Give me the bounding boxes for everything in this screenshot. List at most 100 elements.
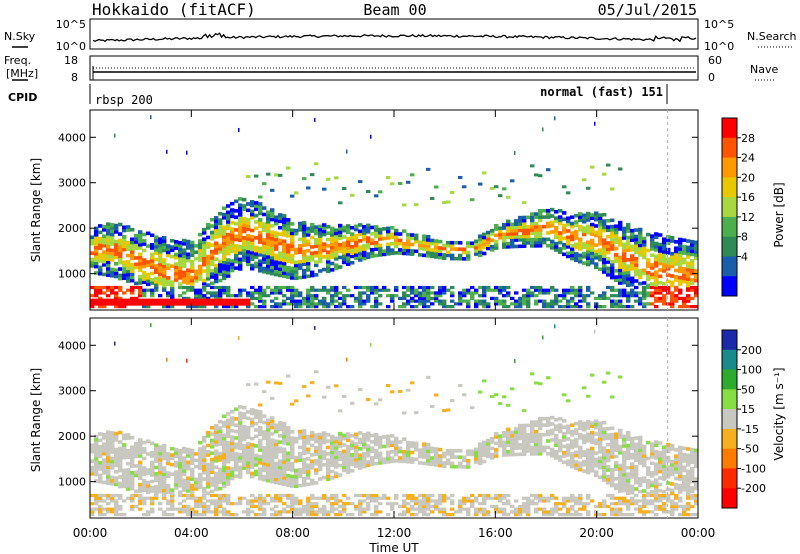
- power-cell: [494, 288, 499, 292]
- velocity-cell: [206, 481, 211, 486]
- power-cell: [634, 234, 639, 239]
- power-cell: [154, 298, 159, 306]
- velocity-cell: [538, 416, 543, 421]
- power-cell: [90, 264, 95, 268]
- velocity-cell: [654, 443, 659, 447]
- velocity-cell: [690, 489, 695, 493]
- power-cell: [254, 248, 259, 253]
- power-cell: [314, 228, 319, 233]
- velocity-cell: [342, 433, 347, 438]
- velocity-cell: [134, 451, 139, 456]
- velocity-cell: [494, 447, 499, 452]
- velocity-cell: [646, 482, 651, 486]
- velocity-cell: [254, 456, 259, 461]
- power-cell: [334, 231, 339, 236]
- power-cell: [362, 302, 367, 306]
- power-cell: [222, 263, 227, 268]
- velocity-cell: [142, 513, 147, 517]
- power-cell: [198, 296, 203, 301]
- power-cell: [282, 264, 287, 269]
- power-cell: [98, 259, 103, 263]
- velocity-cell: [330, 450, 335, 455]
- velocity-cell: [190, 467, 195, 472]
- power-cell: [626, 235, 631, 240]
- power-cell: [214, 219, 219, 223]
- velocity-cell: [306, 507, 311, 511]
- power-cell: [302, 221, 307, 225]
- velocity-cell: [142, 499, 147, 503]
- power-cell: [330, 294, 335, 298]
- velocity-cell: [114, 504, 119, 509]
- power-cell: [258, 262, 263, 267]
- power-cell: [518, 225, 523, 229]
- velocity-cell: [494, 441, 499, 446]
- power-cell: [578, 288, 583, 292]
- power-cell: [638, 243, 643, 248]
- power-cell: [590, 229, 595, 233]
- power-cell: [326, 224, 331, 229]
- power-cell: [102, 305, 107, 309]
- power-cell: [98, 268, 103, 273]
- power-cell: [502, 302, 507, 306]
- power-cell: [230, 298, 235, 306]
- velocity-cell: [682, 459, 687, 463]
- power-cell: [310, 251, 315, 256]
- power-cell: [502, 232, 507, 237]
- power-cell: [514, 231, 519, 236]
- velocity-cell: [634, 502, 639, 506]
- power-cell: [526, 225, 531, 229]
- power-cell: [534, 294, 539, 298]
- velocity-cell: [482, 496, 487, 500]
- power-cell: [154, 283, 159, 287]
- velocity-cell: [682, 510, 687, 514]
- nsky-tick-top: 10^5: [56, 18, 86, 31]
- velocity-cell: [422, 455, 427, 459]
- velocity-cell: [522, 426, 527, 431]
- velocity-cell: [330, 496, 335, 500]
- power-cell: [650, 247, 655, 251]
- power-cell: [134, 285, 139, 290]
- power-cell: [178, 298, 183, 306]
- power-cell: [106, 298, 111, 306]
- power-cell: [262, 305, 267, 309]
- velocity-cell: [666, 481, 671, 485]
- power-cell: [246, 240, 251, 244]
- power-cell: [458, 241, 463, 245]
- velocity-cell: [538, 420, 543, 424]
- velocity-cell: [166, 452, 171, 456]
- velocity-cell: [230, 473, 235, 478]
- velocity-cell: [430, 446, 435, 451]
- velocity-cell: [226, 482, 231, 486]
- power-cell: [626, 277, 631, 281]
- power-cell: [522, 237, 527, 242]
- power-cell: [422, 291, 427, 295]
- power-cell: [150, 115, 152, 120]
- power-cell: [238, 248, 243, 252]
- velocity-cell: [374, 452, 379, 456]
- velocity-cell: [558, 458, 563, 462]
- velocity-cell: [214, 465, 219, 470]
- power-cell: [658, 258, 663, 263]
- power-cell: [234, 259, 239, 264]
- velocity-cell: [238, 421, 243, 425]
- velocity-cell: [438, 496, 443, 500]
- velocity-heatmap: [90, 323, 699, 517]
- power-cell: [674, 275, 679, 279]
- velocity-cell: [98, 504, 103, 509]
- velocity-cell: [654, 513, 659, 517]
- velocity-cell: [394, 436, 399, 441]
- velocity-cell: [322, 513, 327, 517]
- power-cell: [222, 241, 227, 246]
- velocity-cell: [458, 464, 463, 469]
- velocity-cell: [662, 502, 667, 506]
- velocity-cell: [242, 405, 247, 410]
- power-cell: [150, 252, 155, 257]
- power-cell: [378, 237, 383, 241]
- velocity-cell: [538, 442, 543, 447]
- velocity-cell: [162, 466, 167, 470]
- velocity-cell: [610, 471, 615, 475]
- power-cell: [218, 298, 223, 306]
- power-cell: [266, 210, 271, 215]
- velocity-cell: [106, 474, 111, 479]
- velocity-cell: [486, 441, 491, 446]
